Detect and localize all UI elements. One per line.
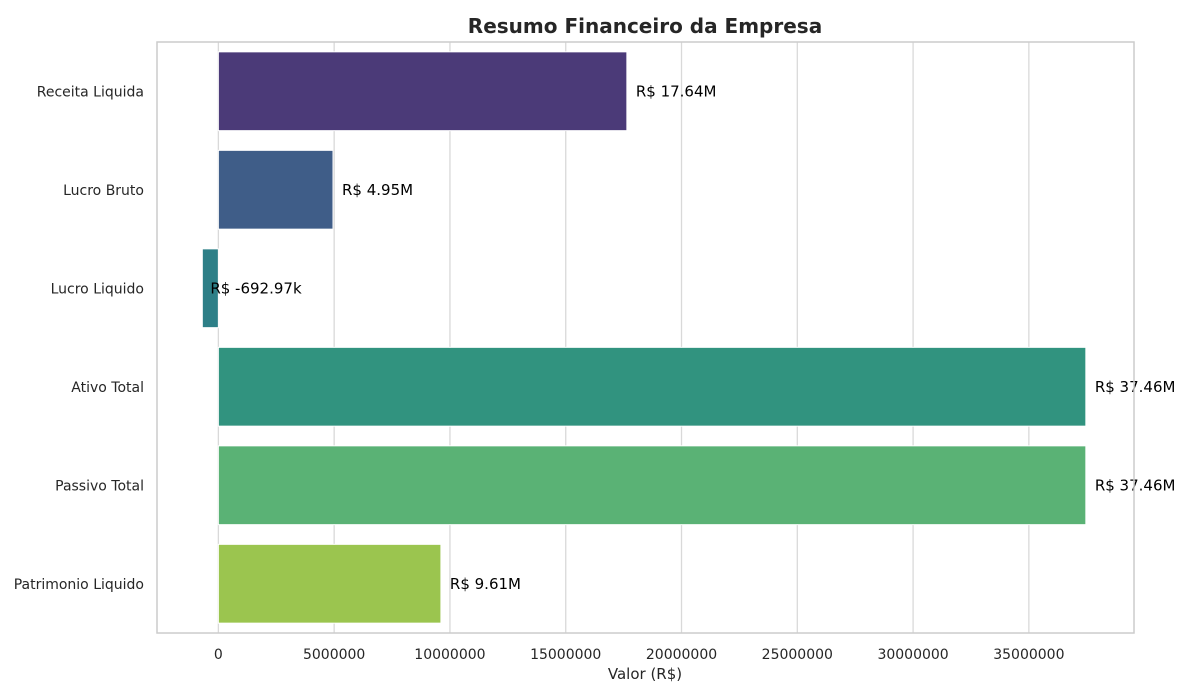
x-tick-label: 10000000 [414,647,485,663]
category-labels: Receita Liquida Lucro Bruto Lucro Liquido A… [14,84,144,593]
chart-title: Resumo Financeiro da Empresa [468,14,822,38]
bar [217,51,628,132]
x-tick-label: 20000000 [646,647,717,663]
bar-value-label: R$ 9.61M [450,575,521,593]
x-tick-label: 30000000 [877,647,948,663]
x-tick-label: 35000000 [993,647,1064,663]
category-label: Patrimonio Liquido [14,577,144,593]
bar-value-label: R$ -692.97k [210,279,302,297]
x-tick-label: 15000000 [530,647,601,663]
x-axis-label: Valor (R$) [608,665,682,683]
category-label: Receita Liquida [37,84,144,100]
category-label: Ativo Total [71,380,144,396]
category-label: Lucro Bruto [63,183,144,199]
plot-frame [156,41,1135,634]
bar-value-label: R$ 37.46M [1095,476,1176,494]
bar [217,149,334,230]
category-label: Passivo Total [55,478,144,494]
category-label: Lucro Liquido [51,281,144,297]
x-tick-label: 5000000 [303,647,365,663]
bar-value-label: R$ 37.46M [1095,378,1176,396]
bars [201,51,1087,624]
x-tick-label: 0 [214,647,223,663]
x-tick-label: 25000000 [762,647,833,663]
value-labels: R$ 17.64M R$ 4.95M R$ -692.97k R$ 37.46M R$ … [210,82,1175,593]
bar-value-label: R$ 17.64M [636,82,717,100]
gridlines [217,42,1030,633]
bar [217,543,442,624]
x-tick-labels: 0 5000000 10000000 15000000 20000000 25000000… [214,647,1065,663]
bar-value-label: R$ 4.95M [342,181,413,199]
bar [217,445,1087,526]
bar [201,248,219,329]
bar [217,346,1087,427]
